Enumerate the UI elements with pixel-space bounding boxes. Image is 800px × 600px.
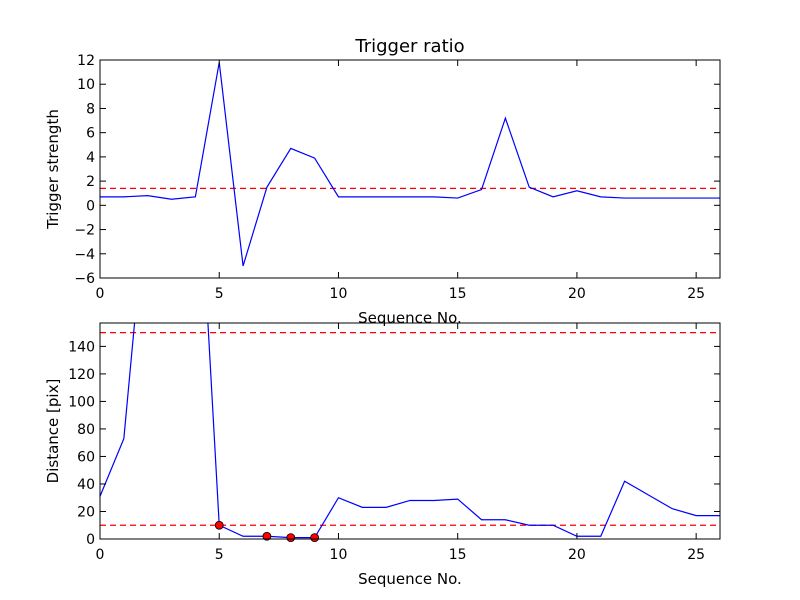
y-tick-label: 40: [77, 477, 95, 493]
y-tick-label: 10: [77, 77, 95, 93]
x-tick-label: 20: [568, 547, 586, 563]
y-tick-label: 0: [86, 532, 95, 548]
x-axis-label: Sequence No.: [358, 570, 462, 588]
x-tick-label: 0: [96, 547, 105, 563]
axes-frame: [99, 59, 721, 279]
x-tick-label: 10: [330, 547, 348, 563]
y-axis-label: Distance [pix]: [44, 379, 62, 484]
x-tick-label: 20: [568, 286, 586, 302]
data-point-marker: [310, 533, 320, 543]
y-tick-label: 60: [77, 449, 95, 465]
y-tick-label: 80: [77, 422, 95, 438]
y-tick-label: −2: [74, 223, 95, 239]
y-tick-label: 2: [86, 174, 95, 190]
y-tick-label: −6: [74, 271, 95, 287]
y-tick-label: −4: [74, 247, 95, 263]
x-tick-label: 25: [687, 547, 705, 563]
y-tick-label: 120: [68, 367, 95, 383]
series-line: [100, 323, 720, 539]
x-tick-label: 15: [449, 286, 467, 302]
x-tick-label: 5: [215, 547, 224, 563]
y-tick-label: 12: [77, 53, 95, 69]
axes-frame: [99, 322, 721, 540]
y-axis-label: Trigger strength: [44, 109, 62, 230]
data-point-marker: [286, 533, 296, 543]
chart-title: Trigger ratio: [354, 36, 464, 57]
subplot-2: 0 5 10 15 20 25 0 20 40 60 80 100 120 140 Sequence No.…: [44, 322, 721, 588]
y-tick-label: 100: [68, 394, 95, 410]
y-tick-label: 4: [86, 150, 95, 166]
x-tick-label: 0: [96, 286, 105, 302]
x-axis-label: Sequence No.: [358, 309, 462, 327]
subplot-1: 0 5 10 15 20 25 −6 −4 −2 0 2 4 6 8 10 12 Trigger ratio Se…: [44, 36, 721, 327]
x-tick-label: 5: [215, 286, 224, 302]
y-tick-label: 6: [86, 126, 95, 142]
x-tick-label: 25: [687, 286, 705, 302]
y-tick-label: 140: [68, 339, 95, 355]
data-point-marker: [214, 520, 224, 530]
x-tick-label: 15: [449, 547, 467, 563]
x-tick-label: 10: [330, 286, 348, 302]
y-tick-label: 8: [86, 101, 95, 117]
series-line: [100, 62, 720, 267]
data-point-marker: [262, 531, 272, 541]
y-tick-label: 20: [77, 504, 95, 520]
y-tick-label: 0: [86, 198, 95, 214]
